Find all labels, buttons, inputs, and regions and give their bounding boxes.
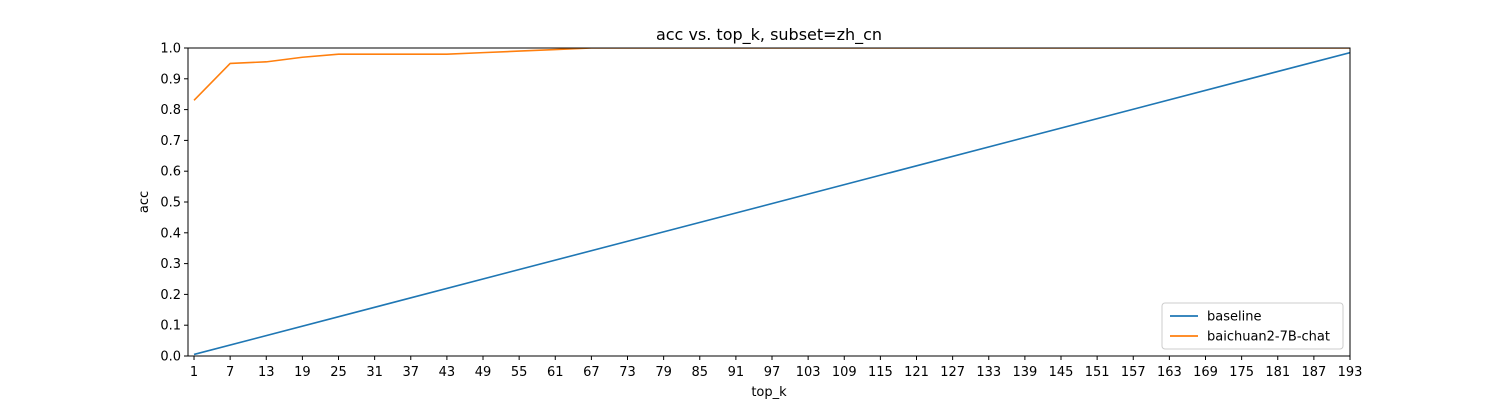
x-tick-label: 85 [691,365,708,380]
x-tick-label: 61 [547,365,564,380]
x-tick-label: 187 [1301,365,1326,380]
x-tick-label: 1 [190,365,198,380]
x-tick-label: 109 [832,365,857,380]
y-tick-label: 0.6 [160,165,181,180]
x-tick-label: 49 [475,365,492,380]
x-tick-label: 37 [402,365,419,380]
y-tick-label: 0.8 [160,103,181,118]
legend-label-baichuan2-7b-chat: baichuan2-7B-chat [1207,330,1330,345]
y-tick-label: 0.2 [160,288,181,303]
series-line-baseline [193,51,1350,356]
legend-box [1161,302,1344,350]
x-tick-label: 73 [619,365,636,380]
x-tick-label: 97 [764,365,781,380]
x-tick-label: 157 [1121,365,1146,380]
x-tick-label: 7 [226,365,234,380]
y-tick-label: 0.4 [160,226,181,241]
y-tick-label: 1.0 [160,42,181,57]
y-tick-label: 0.0 [160,350,181,365]
y-tick-label: 0.7 [160,134,181,149]
plot-area: 1 7 13 19 25 31 37 43 49 55 61 67 73 79 85 91 97 103 109 11… [160,42,1362,381]
x-tick-label: 31 [366,365,383,380]
x-tick-label: 139 [1012,365,1037,380]
x-tick-label: 91 [728,365,745,380]
x-tick-label: 103 [796,365,821,380]
x-tick-label: 115 [868,365,893,380]
y-tick-label: 0.9 [160,72,181,87]
x-axis-label: top_k [751,385,787,400]
x-tick-label: 79 [655,365,672,380]
x-tick-label: 133 [976,365,1001,380]
x-tick-label: 163 [1157,365,1182,380]
x-tick-label: 55 [511,365,528,380]
x-tick-label: 13 [258,365,275,380]
y-tick-label: 0.1 [160,319,181,334]
x-tick-label: 127 [940,365,965,380]
x-tick-label: 25 [330,365,347,380]
legend: baseline baichuan2-7B-chat [1161,302,1344,350]
x-tick-label: 121 [904,365,929,380]
chart-title: acc vs. top_k, subset=zh_cn [656,25,882,45]
x-tick-label: 67 [583,365,600,380]
x-tick-label: 193 [1338,365,1363,380]
x-tick-label: 19 [294,365,311,380]
x-tick-label: 169 [1193,365,1218,380]
y-axis-label: acc [137,191,152,213]
x-tick-label: 145 [1049,365,1074,380]
x-tick-label: 151 [1085,365,1110,380]
y-tick-label: 0.5 [160,196,181,211]
x-tick-label: 175 [1229,365,1254,380]
series-line-baichuan2-7b-chat [193,48,1350,101]
x-tick-label: 181 [1265,365,1290,380]
x-tick-label: 43 [439,365,456,380]
legend-label-baseline: baseline [1207,310,1261,325]
y-tick-label: 0.3 [160,257,181,272]
